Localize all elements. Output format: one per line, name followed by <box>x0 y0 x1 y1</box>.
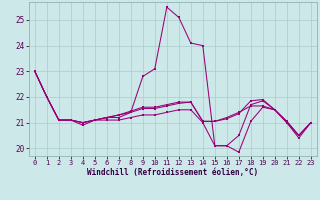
X-axis label: Windchill (Refroidissement éolien,°C): Windchill (Refroidissement éolien,°C) <box>87 168 258 177</box>
